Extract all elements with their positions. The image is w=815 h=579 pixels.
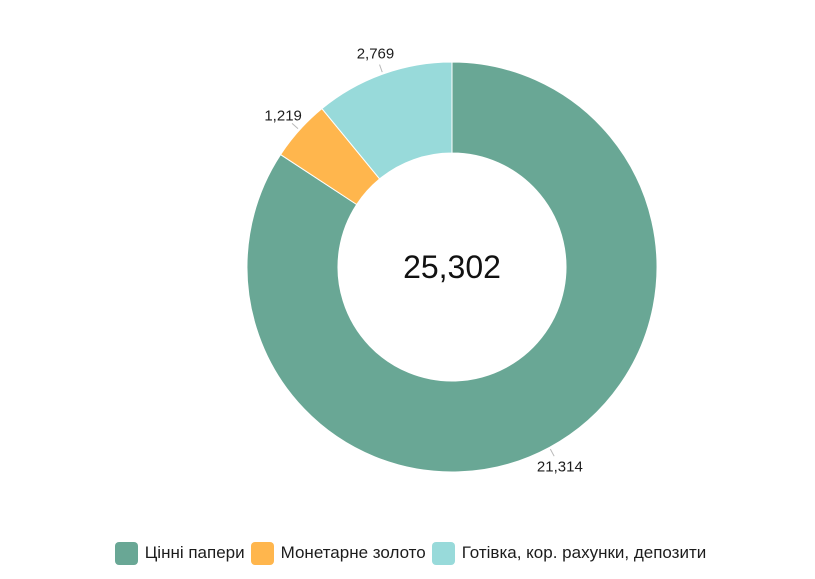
donut-chart: 21,314 1,219 2,769 25,302: [246, 45, 658, 476]
value-label-securities: 21,314: [537, 459, 583, 476]
value-label-monetary-gold: 1,219: [264, 107, 302, 124]
legend-label-cash-deposits: Готівка, кор. рахунки, депозити: [461, 543, 707, 562]
donut-slice-securities[interactable]: [246, 61, 658, 473]
center-total-label: 25,302: [403, 249, 501, 285]
legend-label-monetary-gold: Монетарне золото: [280, 543, 426, 562]
leader-line-cash-deposits: [379, 64, 383, 73]
legend: Цінні папери Монетарне золото Готівка, к…: [0, 538, 815, 568]
donut-slice-cash-deposits[interactable]: [321, 61, 453, 180]
legend-swatch-securities: [114, 541, 138, 565]
legend-swatch-cash-deposits: [431, 541, 455, 565]
legend-item-monetary-gold[interactable]: Монетарне золото: [250, 541, 426, 565]
legend-swatch-monetary-gold: [250, 541, 274, 565]
leader-line-securities: [549, 448, 555, 457]
legend-item-securities[interactable]: Цінні папери: [114, 541, 245, 565]
legend-label-securities: Цінні папери: [144, 543, 245, 562]
legend-item-cash-deposits[interactable]: Готівка, кор. рахунки, депозити: [431, 541, 707, 565]
value-label-cash-deposits: 2,769: [357, 45, 395, 62]
leader-line-monetary-gold: [291, 122, 299, 130]
